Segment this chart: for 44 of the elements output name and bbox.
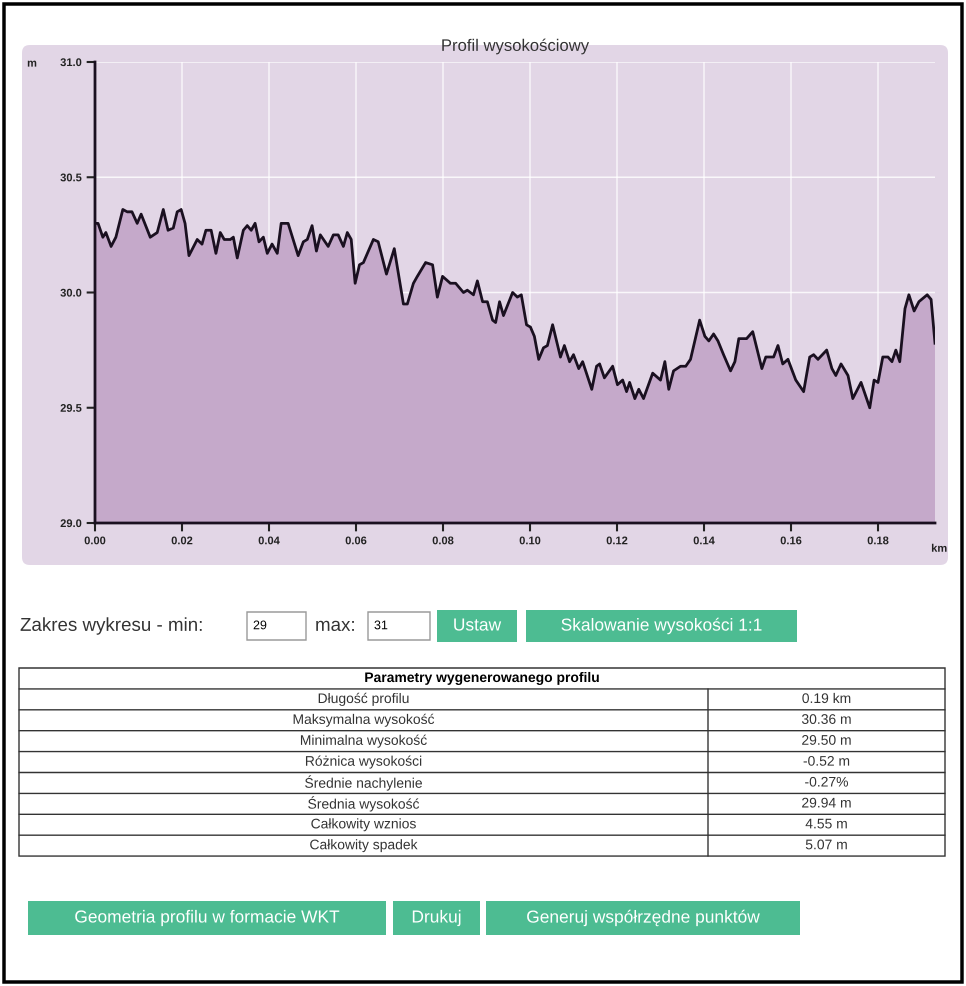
x-tick-label: 0.00 — [84, 536, 106, 544]
text: Średnia wysokość — [308, 796, 420, 812]
x-tick-label: 0.04 — [258, 536, 280, 544]
x-tick-label: 0.06 — [346, 536, 366, 544]
x-tick-label: 0.12 — [606, 536, 628, 544]
text: Minimalna wysokość — [300, 734, 427, 748]
text: 5.07 m — [806, 840, 847, 850]
x-tick-label: 0.10 — [520, 536, 540, 544]
text: Skalowanie wysokości 1:1 — [561, 618, 762, 634]
y-tick-label: 29.0 — [60, 519, 82, 528]
y-tick-label: 29.5 — [60, 404, 82, 412]
text: 31 — [374, 620, 388, 630]
text: -0.27% — [805, 776, 848, 787]
text: Generuj współrzędne punktów — [527, 910, 760, 926]
text: Geometria profilu w formacie WKT — [75, 910, 340, 926]
text: Całkowity wznios — [311, 818, 416, 832]
text: 4.55 m — [806, 818, 847, 828]
text: Średnie nachylenie — [305, 775, 422, 791]
x-tick-label: 0.16 — [780, 536, 802, 544]
text: Długość profilu — [318, 692, 409, 706]
text: Całkowity spadek — [310, 839, 418, 852]
x-tick-label: 0.08 — [432, 536, 454, 544]
text: Parametry wygenerowanego profilu — [365, 672, 599, 685]
text: 0.19 km — [802, 692, 850, 704]
text: Drukuj — [412, 910, 460, 926]
x-tick-label: 0.02 — [172, 536, 192, 544]
text: -0.52 m — [804, 756, 850, 766]
y-tick-label: 30.0 — [60, 288, 82, 297]
text: 29.94 m — [802, 798, 851, 808]
x-axis-title: km — [932, 544, 947, 552]
x-tick-label: 0.18 — [868, 536, 888, 544]
y-tick-label: 30.5 — [60, 174, 82, 182]
y-axis-title: m — [28, 60, 36, 67]
text: Ustaw — [454, 618, 502, 631]
x-tick-label: 0.14 — [694, 536, 715, 544]
text: 30.36 m — [802, 714, 851, 724]
y-tick-label: 31.0 — [60, 58, 82, 66]
text: Różnica wysokości — [306, 755, 422, 769]
text: max: — [316, 620, 354, 632]
text: Maksymalna wysokość — [294, 714, 434, 727]
chart-title: Profil wysokościowy — [442, 38, 590, 54]
text: 29.50 m — [802, 735, 851, 745]
text: Zakres wykresu - min: — [20, 617, 202, 635]
text: 29 — [254, 620, 266, 630]
